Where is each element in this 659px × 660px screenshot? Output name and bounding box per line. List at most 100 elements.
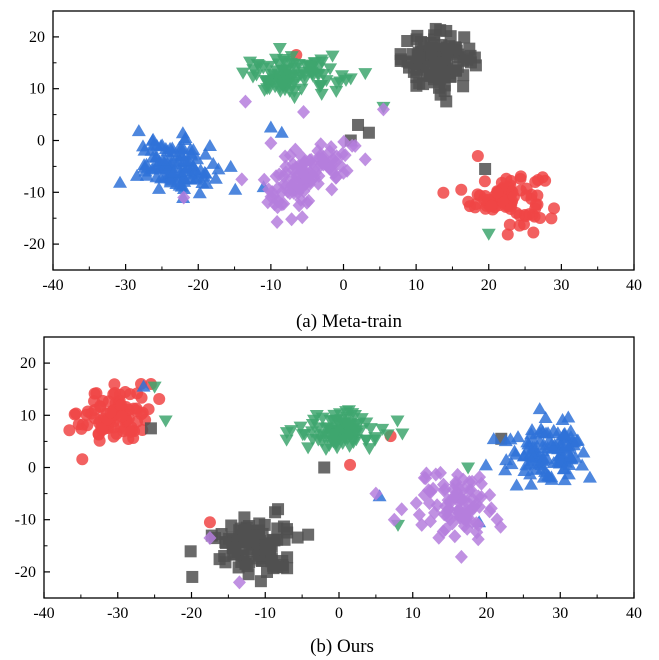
data-point: [237, 525, 250, 538]
x-tick-label: 40: [626, 277, 642, 294]
data-point: [557, 426, 572, 439]
data-point: [460, 503, 474, 518]
y-tick-label: -10: [15, 512, 36, 529]
data-point: [232, 575, 246, 590]
data-point: [411, 29, 424, 42]
data-point: [362, 443, 377, 456]
data-point: [483, 488, 497, 503]
data-point: [485, 199, 498, 212]
x-tick-label: -30: [107, 605, 128, 622]
data-point: [305, 418, 320, 431]
data-point: [238, 94, 252, 109]
data-point: [569, 434, 584, 447]
scatter-panel-meta-train: (a) Meta-train -40 -30 -20 -10 0 10 20 30 40 -20 -…: [24, 10, 642, 332]
data-point: [470, 525, 484, 540]
data-point: [463, 200, 476, 213]
data-point: [70, 407, 83, 420]
data-point: [503, 432, 518, 445]
data-point: [302, 193, 316, 208]
data-point: [524, 453, 539, 466]
data-point: [198, 147, 213, 160]
data-point: [76, 418, 89, 431]
y-tick-label: -10: [24, 184, 45, 201]
data-point: [327, 165, 341, 180]
data-point: [228, 182, 243, 195]
data-point: [348, 426, 363, 439]
data-point: [426, 481, 440, 496]
x-tick-label: -10: [255, 605, 276, 622]
data-point: [429, 22, 442, 35]
data-point: [213, 553, 226, 566]
data-point: [514, 170, 527, 183]
data-point: [177, 153, 192, 166]
data-point: [521, 437, 536, 450]
x-tick-label: 0: [340, 277, 348, 294]
data-point: [438, 71, 451, 84]
data-point: [513, 219, 526, 232]
data-point: [301, 442, 316, 455]
data-point: [285, 78, 300, 91]
data-point: [519, 210, 532, 223]
data-point: [261, 565, 274, 578]
data-point: [478, 458, 493, 471]
data-point: [318, 461, 331, 474]
x-tick-label: 30: [552, 605, 568, 622]
data-point: [509, 478, 524, 491]
x-tick-label: 0: [335, 605, 343, 622]
data-point: [239, 535, 252, 548]
data-point: [541, 468, 556, 481]
data-point: [308, 170, 322, 185]
data-point: [390, 415, 405, 428]
data-point: [358, 152, 372, 167]
data-point: [124, 425, 137, 438]
data-point: [332, 408, 347, 421]
data-point: [314, 88, 329, 101]
caption-meta-train: (a) Meta-train: [296, 311, 403, 332]
data-point: [358, 68, 373, 81]
data-point: [131, 124, 146, 137]
data-point: [534, 211, 547, 224]
data-point: [257, 84, 272, 97]
data-point: [501, 228, 514, 241]
data-point: [352, 118, 365, 131]
data-point: [576, 445, 591, 458]
data-point: [334, 414, 349, 427]
data-point: [469, 59, 482, 72]
data-point: [88, 395, 101, 408]
data-point: [270, 215, 284, 230]
data-point: [444, 30, 457, 43]
data-point: [376, 102, 390, 117]
data-point: [272, 42, 287, 55]
data-point: [144, 422, 157, 435]
x-tick-label: 20: [481, 277, 497, 294]
data-point: [394, 54, 407, 67]
data-point: [136, 379, 151, 392]
data-point: [113, 175, 128, 188]
x-tick-label: 10: [408, 277, 424, 294]
data-point: [344, 458, 357, 471]
x-tick-label: -30: [115, 277, 136, 294]
data-point: [425, 47, 438, 60]
data-point: [340, 420, 355, 433]
data-point: [192, 186, 207, 199]
data-point: [108, 378, 121, 391]
data-point: [293, 421, 308, 434]
data-point: [329, 77, 344, 90]
data-point: [96, 422, 109, 435]
data-point: [368, 434, 383, 447]
data-point: [401, 35, 414, 48]
data-point: [258, 74, 273, 87]
data-point: [508, 447, 523, 460]
data-point: [529, 198, 542, 211]
data-point: [469, 497, 483, 512]
data-point: [250, 58, 265, 71]
points-group: [113, 22, 561, 241]
data-point: [409, 496, 423, 511]
data-point: [441, 42, 454, 55]
data-point: [166, 165, 181, 178]
data-point: [137, 143, 152, 156]
data-point: [184, 545, 197, 558]
data-point: [432, 530, 446, 545]
data-point: [430, 498, 444, 513]
data-point: [504, 457, 519, 470]
